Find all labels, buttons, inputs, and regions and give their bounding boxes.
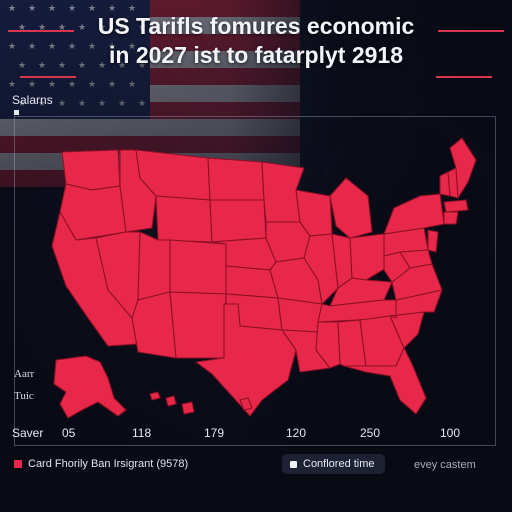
axis-label: Saver [12,426,44,440]
state-arizona [131,291,177,359]
title-rule-left [8,30,74,32]
map-frame [14,116,496,446]
state-connecticut [443,211,459,225]
state-florida [343,347,427,415]
state-new-jersey [427,229,439,253]
legend-toggle-label: Conflored time [303,458,375,470]
state-hawaii-2 [165,395,177,407]
axis-tick: 100 [440,426,461,440]
axis-tick: 120 [286,426,307,440]
title-rule-right [438,30,504,32]
credit-text: evey castem [414,459,476,471]
axis-tick: 05 [62,426,76,440]
page-title: US Tarifls fomures economic in 2027 ist … [40,12,472,70]
state-mississippi [315,321,341,369]
axis-tick: 179 [204,426,225,440]
inset-label-alaska: Aarr [14,368,35,380]
legend-title: Salarns [12,93,53,107]
state-wyoming [155,195,213,243]
state-massachusetts [443,199,469,213]
state-new-mexico [169,291,227,359]
legend-marker [14,110,19,115]
title-rule-right-lower [436,76,492,78]
state-hawaii-3 [181,401,195,415]
state-new-york [383,193,445,235]
state-hawaii-1 [149,391,161,401]
legend-entry-label: Card Fhorily Ban Irsigrant (9578) [28,458,189,470]
state-texas [195,303,297,417]
state-ohio [349,233,387,281]
checkbox-icon [290,460,297,468]
state-michigan [329,177,373,239]
legend-swatch [14,460,22,468]
state-hawaii-4 [239,397,253,411]
axis-tick: 250 [360,426,381,440]
title-line-1: US Tarifls fomures economic [97,13,415,39]
state-washington [61,149,121,191]
inset-label-hawaii: Tuic [14,390,34,402]
title-line-2: in 2027 ist to fatarplyt 2918 [108,42,403,68]
state-alaska [53,355,127,419]
state-maryland [399,249,433,269]
axis-tick: 118 [132,426,152,440]
state-arkansas [277,297,323,333]
legend-toggle-button[interactable]: Conflored time [282,454,385,474]
state-north-dakota [207,157,265,201]
state-south-dakota [209,199,267,243]
state-colorado [169,239,227,295]
title-rule-left-lower [20,76,76,78]
state-utah [137,231,171,301]
state-maine [449,137,477,199]
legend-entry: Card Fhorily Ban Irsigrant (9578) [14,458,188,470]
